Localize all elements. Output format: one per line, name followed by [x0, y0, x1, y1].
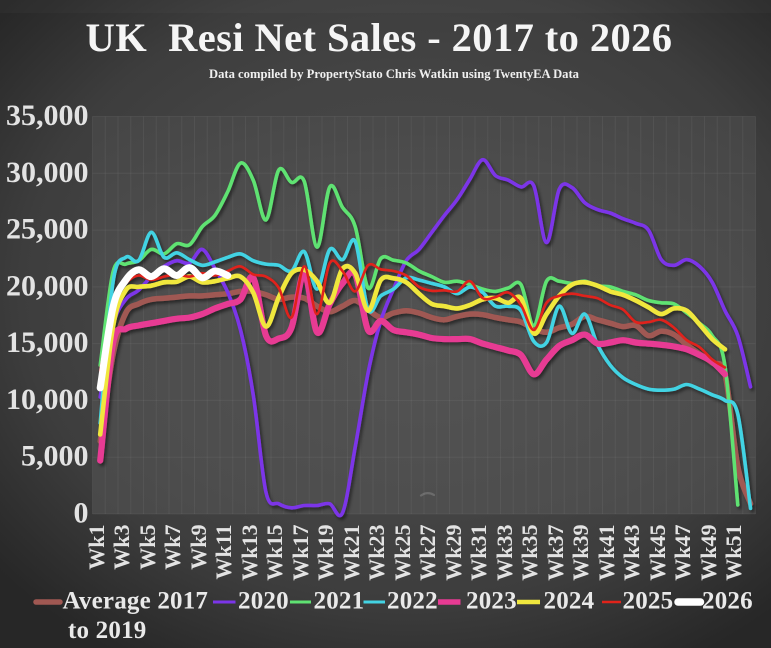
- svg-text:2021: 2021: [314, 588, 365, 615]
- svg-text:Wk29: Wk29: [441, 525, 466, 581]
- svg-text:Wk15: Wk15: [262, 525, 287, 581]
- svg-text:Data compiled by PropertyStato: Data compiled by PropertyStato Chris Wat…: [209, 67, 580, 81]
- svg-text:Wk7: Wk7: [160, 525, 185, 570]
- svg-text:15,000: 15,000: [6, 326, 89, 359]
- svg-text:Wk49: Wk49: [696, 525, 721, 581]
- svg-text:35,000: 35,000: [6, 99, 89, 132]
- svg-text:Wk51: Wk51: [721, 525, 746, 581]
- svg-text:Wk17: Wk17: [288, 525, 313, 581]
- svg-text:Wk21: Wk21: [339, 525, 364, 581]
- svg-text:5,000: 5,000: [21, 440, 89, 473]
- svg-text:Wk43: Wk43: [619, 525, 644, 581]
- svg-text:2020: 2020: [238, 588, 289, 615]
- svg-text:2023: 2023: [466, 588, 517, 615]
- svg-text:to 2019: to 2019: [68, 617, 146, 644]
- svg-text:2026: 2026: [702, 588, 753, 615]
- svg-text:2025: 2025: [623, 588, 674, 615]
- svg-text:25,000: 25,000: [6, 213, 89, 246]
- svg-text:Wk1: Wk1: [84, 525, 109, 570]
- svg-text:Wk11: Wk11: [211, 525, 236, 580]
- svg-text:Wk25: Wk25: [390, 525, 415, 581]
- svg-text:Wk45: Wk45: [645, 525, 670, 581]
- svg-text:0: 0: [74, 497, 89, 530]
- svg-text:Wk37: Wk37: [543, 525, 568, 581]
- svg-text:10,000: 10,000: [6, 383, 89, 416]
- svg-text:Wk3: Wk3: [109, 525, 134, 570]
- svg-text:20,000: 20,000: [6, 269, 89, 302]
- svg-text:Wk27: Wk27: [415, 525, 440, 581]
- svg-text:2024: 2024: [544, 588, 595, 615]
- svg-text:Wk9: Wk9: [186, 525, 211, 570]
- svg-text:30,000: 30,000: [6, 156, 89, 189]
- svg-text:Wk19: Wk19: [313, 525, 338, 581]
- svg-text:Wk5: Wk5: [135, 525, 160, 570]
- svg-text:Average 2017: Average 2017: [63, 588, 209, 615]
- svg-text:Wk31: Wk31: [466, 525, 491, 581]
- svg-text:2022: 2022: [387, 588, 438, 615]
- svg-text:Wk41: Wk41: [594, 525, 619, 581]
- svg-text:Wk47: Wk47: [670, 525, 695, 581]
- svg-text:UK Resi Net Sales - 2017 to 2: UK Resi Net Sales - 2017 to 2026: [86, 15, 673, 60]
- svg-text:Wk13: Wk13: [237, 525, 262, 581]
- svg-text:Wk33: Wk33: [492, 525, 517, 581]
- svg-text:Wk39: Wk39: [568, 525, 593, 581]
- svg-text:Wk35: Wk35: [517, 525, 542, 581]
- svg-text:Wk23: Wk23: [364, 525, 389, 581]
